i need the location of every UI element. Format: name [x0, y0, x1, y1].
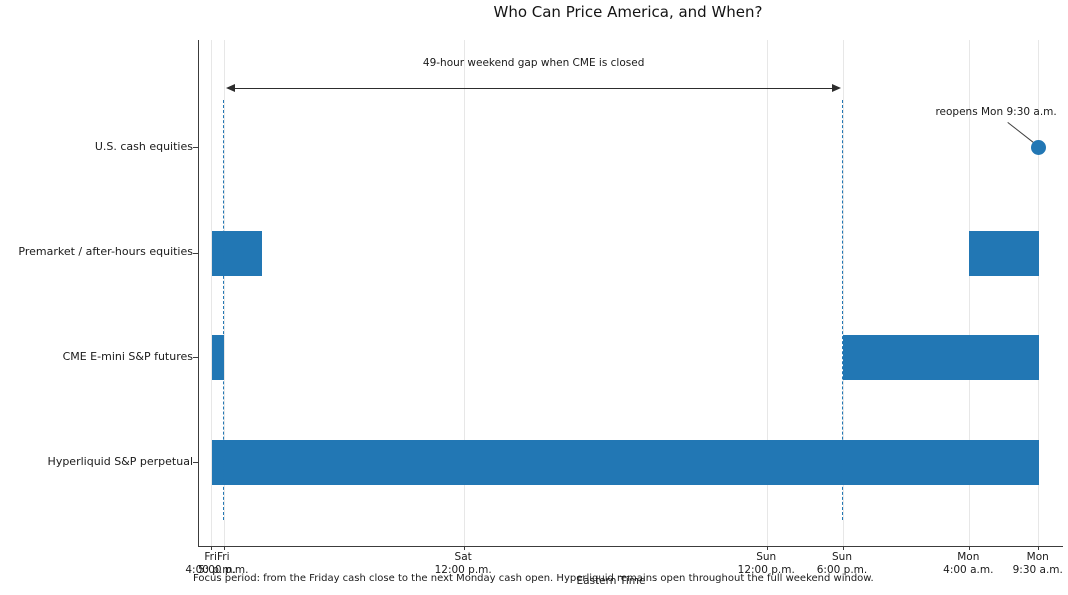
session-bar-hyperliquid-perp — [211, 440, 1039, 485]
x-tick-label: Sat 12:00 p.m. — [435, 551, 492, 577]
x-tick-mark — [211, 546, 213, 550]
y-tick-mark — [193, 357, 198, 359]
x-tick-mark — [766, 546, 768, 550]
x-gridline — [766, 40, 768, 546]
session-bar-cme-emini-futures — [211, 335, 225, 381]
chart-title: Who Can Price America, and When? — [493, 3, 763, 21]
x-tick-mark — [842, 546, 844, 550]
x-tick-label-day: Sun — [756, 551, 777, 563]
y-axis-label-premarket-afterhours: Premarket / after-hours equities — [18, 245, 193, 259]
x-tick-label-time: 6:00 p.m. — [816, 564, 868, 576]
x-tick-label-day: Mon — [957, 551, 980, 563]
x-tick-label-time: 4:00 a.m. — [943, 564, 994, 576]
x-gridline — [968, 40, 970, 546]
gap-annotation-text: 49-hour weekend gap when CME is closed — [422, 57, 645, 69]
x-gridline — [463, 40, 465, 546]
x-tick-label-time: 12:00 p.m. — [434, 564, 492, 576]
x-tick-label-day: Sun — [832, 551, 852, 563]
x-tick-label-day: Mon — [1026, 551, 1049, 563]
y-tick-mark — [193, 462, 198, 463]
session-bar-premarket-afterhours — [211, 230, 263, 276]
x-gridline — [1038, 40, 1040, 546]
figure-caption: Focus period: from the Friday cash close… — [193, 573, 874, 584]
reopen-marker-dot — [1031, 140, 1047, 156]
session-bar-cme-emini-futures — [843, 335, 1039, 381]
x-tick-mark — [463, 546, 465, 550]
x-tick-label-day: Sat — [454, 551, 472, 563]
y-axis-label-us-cash-equities: U.S. cash equities — [94, 139, 193, 153]
cme-closed-boundary-line — [842, 100, 843, 520]
x-tick-label: Mon 9:30 a.m. — [1013, 551, 1063, 577]
x-axis-label: Eastern Time — [576, 575, 646, 587]
plot-area: 49-hour weekend gap when CME is closed re… — [193, 40, 1063, 550]
x-tick-label-time: 12:00 p.m. — [737, 564, 795, 576]
reopen-annotation-leader-line — [1007, 122, 1037, 145]
y-tick-mark — [193, 147, 198, 149]
x-tick-label-time: 9:30 a.m. — [1012, 564, 1063, 576]
x-tick-label-time: 4:00 p.m. — [185, 564, 236, 576]
y-axis-label-cme-emini-futures: CME E-mini S&P futures — [62, 349, 193, 363]
x-tick-label-day: Fri — [204, 551, 217, 563]
x-tick-mark — [968, 546, 970, 550]
x-tick-label-day: Fri — [216, 551, 230, 563]
session-bar-premarket-afterhours — [969, 230, 1039, 276]
x-tick-label: Fri 5:00 p.m. — [198, 551, 249, 577]
x-tick-label: Sun 6:00 p.m. — [817, 551, 868, 577]
x-gridline — [211, 40, 213, 546]
x-gridline — [223, 40, 225, 546]
cme-closed-boundary-line — [223, 100, 225, 520]
x-tick-label: Fri 4:00 p.m. — [185, 551, 236, 577]
gap-arrow-head-left — [226, 84, 236, 93]
gap-arrow-head-right — [832, 84, 841, 93]
x-tick-label: Sun 12:00 p.m. — [738, 551, 795, 577]
x-gridline — [842, 40, 844, 546]
y-axis-label-hyperliquid-perp: Hyperliquid S&P perpetual — [47, 454, 193, 468]
x-tick-label: Mon 4:00 a.m. — [943, 551, 993, 577]
x-tick-mark — [223, 546, 225, 550]
x-tick-label-time: 5:00 p.m. — [198, 564, 249, 576]
x-tick-mark — [1038, 546, 1040, 550]
reopen-annotation-text: reopens Mon 9:30 a.m. — [935, 106, 1057, 118]
gap-arrow-line — [228, 88, 839, 89]
y-tick-mark — [193, 252, 198, 254]
